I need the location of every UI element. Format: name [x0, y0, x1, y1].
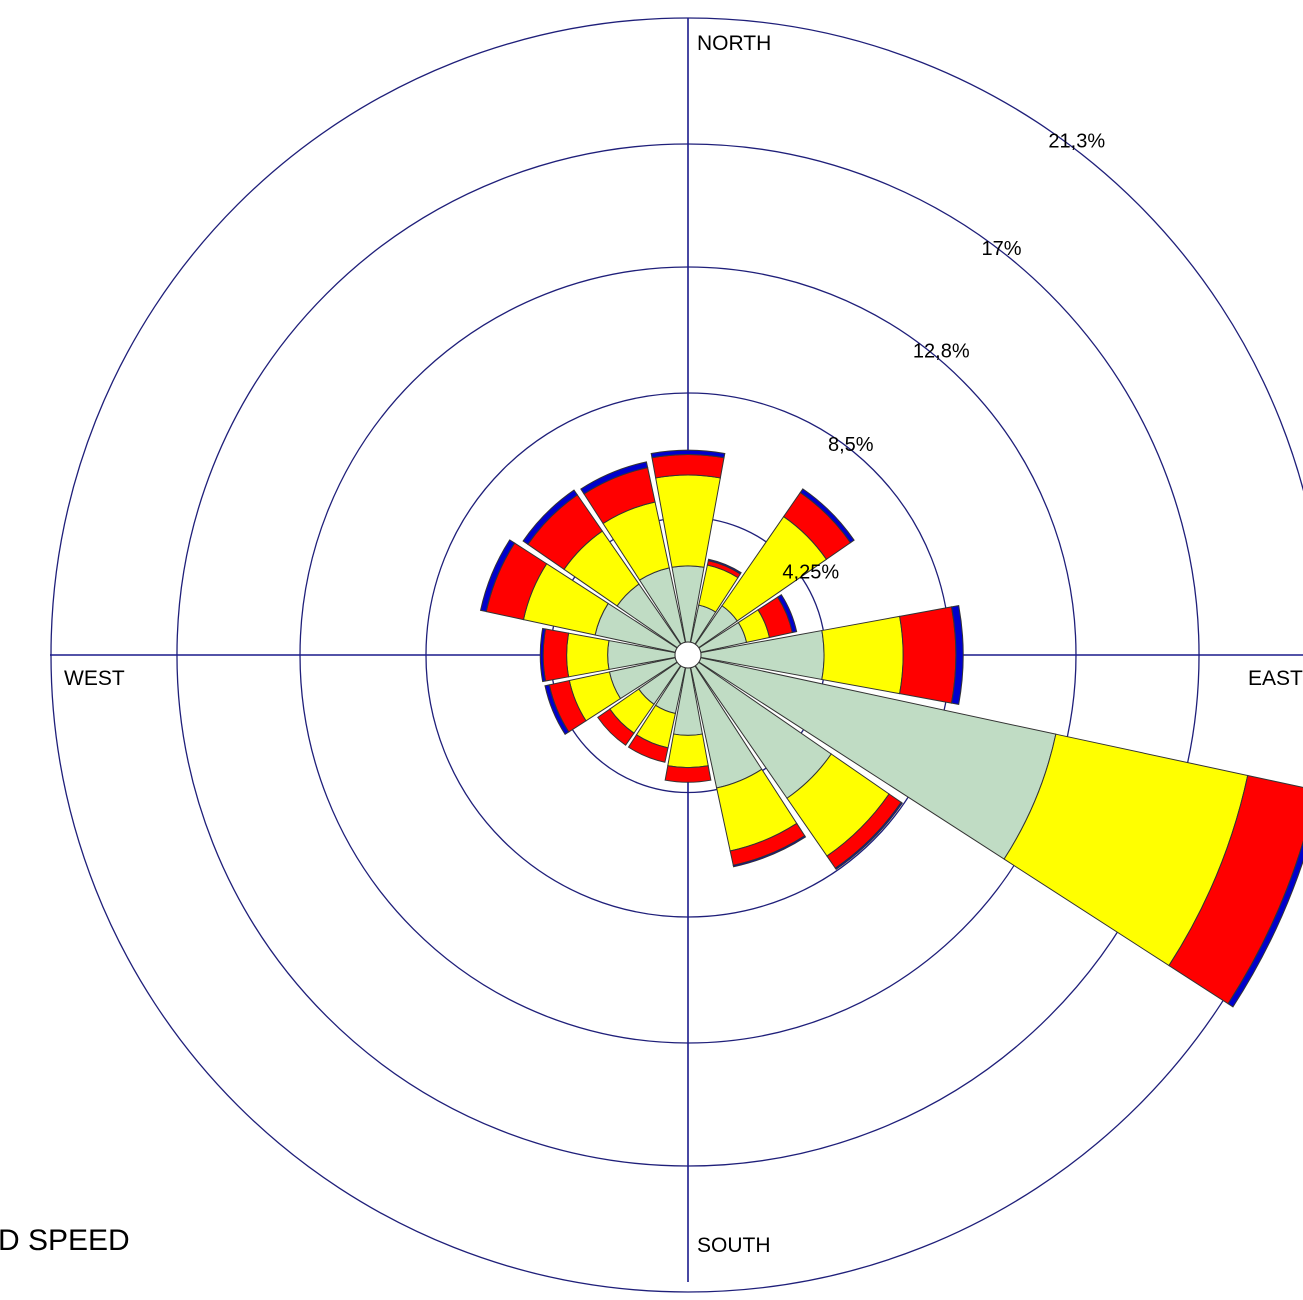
ring-label-2: 8,5%: [828, 434, 874, 456]
east-label: EAST: [1248, 667, 1303, 690]
south-label: SOUTH: [697, 1234, 771, 1257]
petal-n-band-3: [652, 455, 724, 478]
petal-e-band-3: [900, 607, 956, 703]
wind-petals: [481, 450, 1303, 1007]
ring-label-3: 12,8%: [913, 340, 970, 362]
petal-s-band-3: [665, 766, 711, 782]
ring-label-5: 21,3%: [1048, 131, 1105, 153]
ring-label-1: 4,25%: [782, 561, 839, 583]
petal-w-band-2: [567, 633, 609, 677]
petal-w-band-3: [543, 629, 568, 681]
petal-s-band-2: [668, 734, 708, 768]
center-hub: [675, 642, 701, 668]
west-label: WEST: [64, 667, 125, 690]
legend-title: D SPEED: [0, 1224, 130, 1257]
ring-label-4: 17%: [982, 238, 1022, 260]
petal-e-band-2: [822, 616, 903, 693]
north-label: NORTH: [697, 32, 771, 55]
